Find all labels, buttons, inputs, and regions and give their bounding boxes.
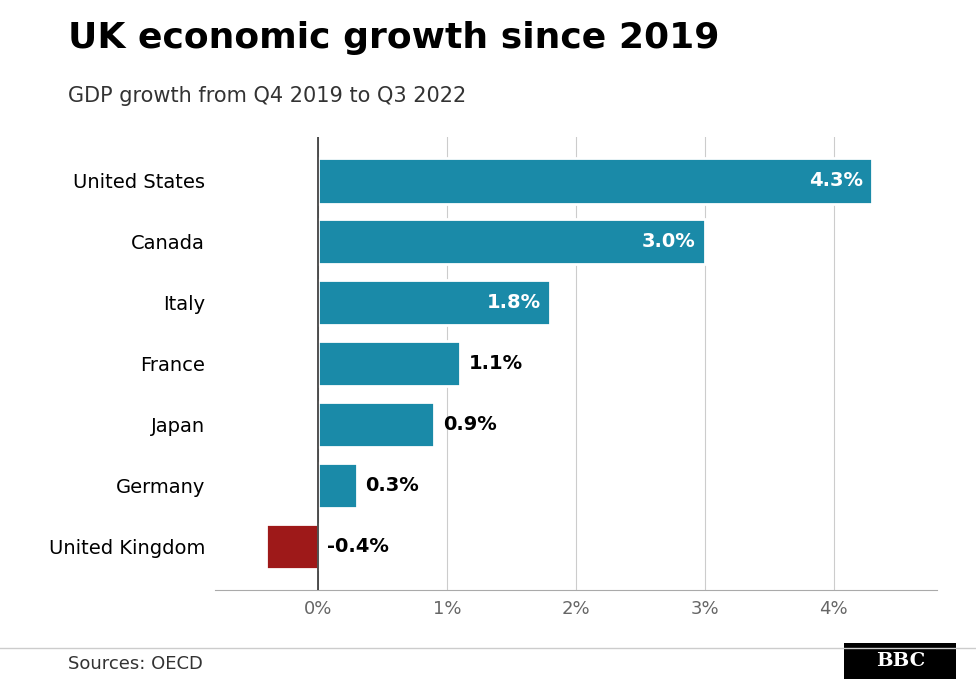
Text: GDP growth from Q4 2019 to Q3 2022: GDP growth from Q4 2019 to Q3 2022	[68, 86, 467, 106]
Bar	[318, 280, 550, 325]
Text: -0.4%: -0.4%	[327, 537, 388, 556]
Text: 4.3%: 4.3%	[809, 171, 864, 190]
Bar	[318, 158, 873, 204]
Bar	[266, 523, 318, 569]
Text: 0.9%: 0.9%	[443, 415, 497, 434]
Text: Sources: OECD: Sources: OECD	[68, 655, 203, 673]
Text: 3.0%: 3.0%	[642, 232, 696, 251]
Text: UK economic growth since 2019: UK economic growth since 2019	[68, 21, 720, 55]
Bar	[318, 341, 460, 386]
Text: 0.3%: 0.3%	[366, 476, 420, 495]
Bar	[318, 219, 705, 265]
Text: 1.8%: 1.8%	[487, 293, 541, 312]
Text: 1.1%: 1.1%	[468, 354, 523, 373]
Bar	[318, 462, 356, 508]
Bar	[318, 402, 434, 447]
Text: BBC: BBC	[875, 652, 925, 670]
